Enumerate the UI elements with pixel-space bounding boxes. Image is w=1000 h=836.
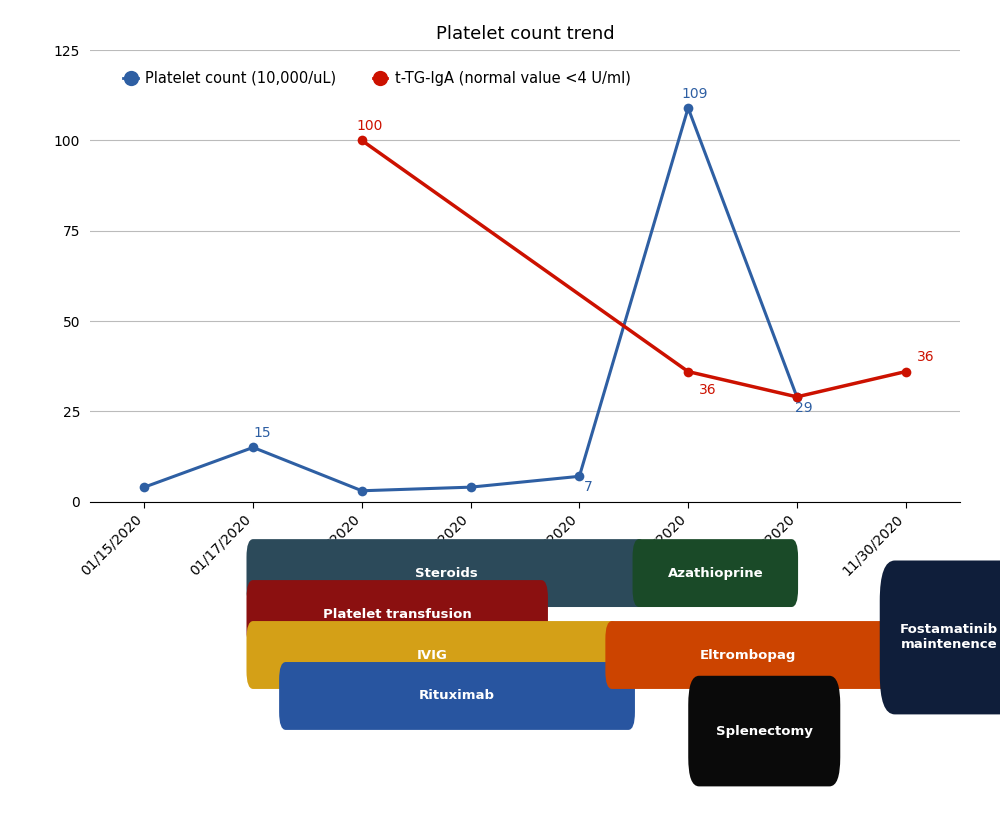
Text: 36: 36 [916,350,934,364]
FancyBboxPatch shape [880,560,1000,715]
Text: 29: 29 [795,401,812,415]
Text: 7: 7 [584,481,592,494]
FancyBboxPatch shape [633,539,798,607]
Text: 15: 15 [253,426,271,441]
Text: Azathioprine: Azathioprine [668,567,763,579]
FancyBboxPatch shape [246,621,619,689]
Text: Splenectomy: Splenectomy [716,725,813,737]
Text: 4: 4 [0,835,1,836]
FancyBboxPatch shape [605,621,891,689]
Title: Platelet count trend: Platelet count trend [436,25,614,43]
Text: 109: 109 [681,87,708,100]
Text: Fostamatinib
maintenence: Fostamatinib maintenence [900,624,998,651]
Text: 100: 100 [356,120,383,133]
FancyBboxPatch shape [246,580,548,648]
Text: IVIG: IVIG [417,649,448,661]
Text: Platelet transfusion: Platelet transfusion [323,608,472,620]
Text: 36: 36 [699,383,717,397]
FancyBboxPatch shape [279,662,635,730]
Legend: Platelet count (10,000/uL), t-TG-IgA (normal value <4 U/ml): Platelet count (10,000/uL), t-TG-IgA (no… [123,71,631,86]
Text: Rituximab: Rituximab [419,690,495,702]
Text: Steroids: Steroids [415,567,478,579]
FancyBboxPatch shape [246,539,646,607]
FancyBboxPatch shape [688,675,840,787]
Text: Eltrombopag: Eltrombopag [700,649,796,661]
